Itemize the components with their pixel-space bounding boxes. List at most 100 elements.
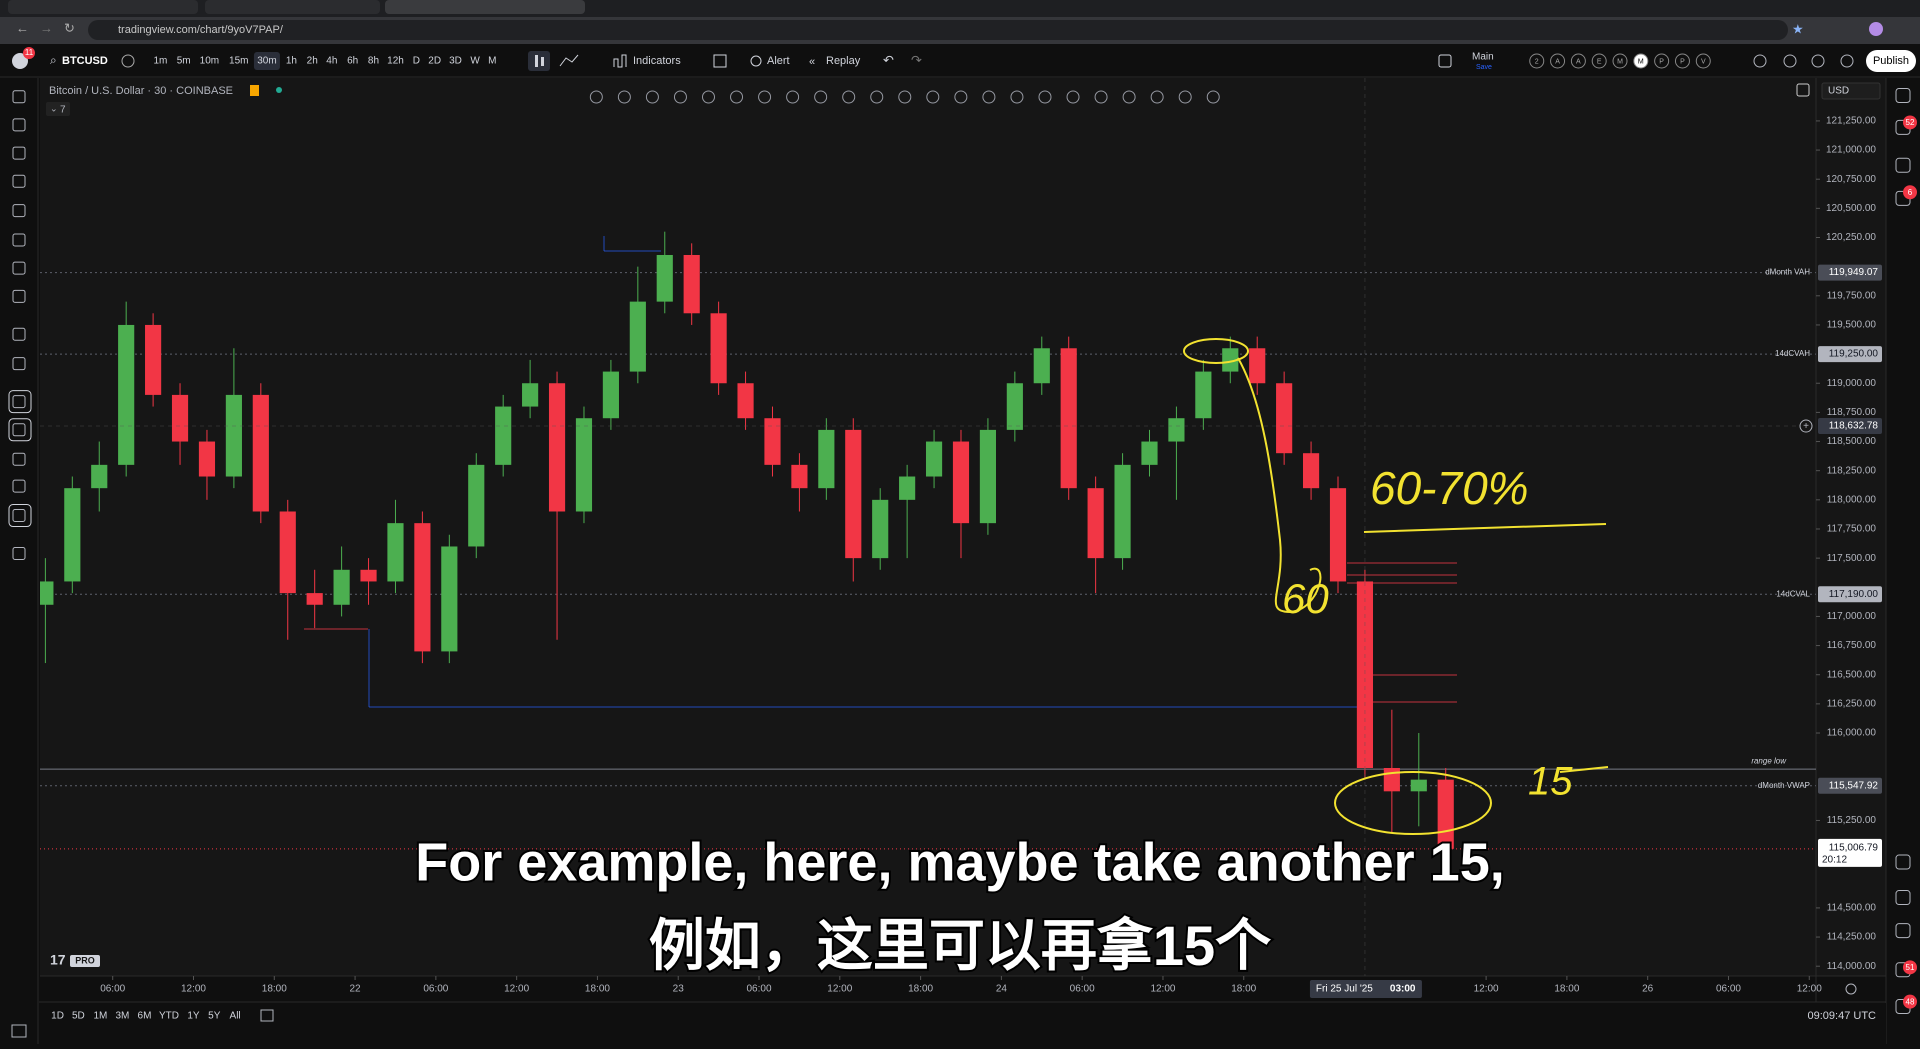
draw-tool[interactable]	[1038, 90, 1052, 104]
tool-icon[interactable]	[12, 357, 26, 371]
draw-tool[interactable]	[701, 90, 715, 104]
draw-tool[interactable]	[1066, 90, 1080, 104]
profile[interactable]	[1869, 22, 1883, 36]
maximize[interactable]	[1796, 83, 1810, 97]
tool-icon[interactable]	[12, 289, 26, 303]
search-icon[interactable]: ⌕	[50, 53, 57, 67]
layout-icon[interactable]	[1438, 54, 1452, 68]
tool-icon[interactable]	[12, 479, 26, 493]
draw-tool[interactable]	[1150, 90, 1164, 104]
interval-button[interactable]: W	[470, 56, 480, 67]
draw-tool[interactable]	[870, 90, 884, 104]
quick-button[interactable]	[1674, 53, 1690, 69]
indicators-button[interactable]: Indicators	[633, 55, 681, 67]
interval-button[interactable]: 12h	[387, 56, 404, 67]
interval-button[interactable]: 1h	[286, 56, 297, 67]
draw-tool[interactable]	[589, 90, 603, 104]
interval-button[interactable]: 3D	[449, 56, 462, 67]
range-button[interactable]: 5D	[72, 1011, 85, 1022]
tab[interactable]	[205, 0, 380, 14]
range-button[interactable]: 1Y	[187, 1011, 200, 1022]
tab[interactable]	[385, 0, 585, 14]
axis-settings[interactable]	[1845, 983, 1857, 995]
sidebar-icon[interactable]	[1895, 157, 1911, 173]
interval-button[interactable]: 15m	[229, 56, 248, 67]
indicators-toggle[interactable]	[46, 102, 70, 116]
draw-tool[interactable]	[617, 90, 631, 104]
line-type-button[interactable]	[559, 54, 579, 67]
interval-button[interactable]: 6h	[347, 56, 358, 67]
quick-button[interactable]	[1654, 53, 1670, 69]
sidebar-icon[interactable]	[1895, 890, 1911, 906]
range-button[interactable]: 1M	[93, 1011, 107, 1022]
range-button[interactable]: 5Y	[208, 1011, 221, 1022]
sidebar-icon[interactable]	[1895, 923, 1911, 939]
draw-tool[interactable]	[926, 90, 940, 104]
layout-name[interactable]: Main	[1472, 52, 1494, 63]
symbol[interactable]: BTCUSD	[62, 55, 108, 67]
undo[interactable]: ↶	[883, 52, 894, 67]
interval-button[interactable]: D	[413, 56, 420, 67]
draw-tool[interactable]	[1178, 90, 1192, 104]
range-button[interactable]: 3M	[115, 1011, 129, 1022]
tool-icon[interactable]	[12, 146, 26, 160]
address-bar[interactable]	[88, 20, 1788, 40]
interval-button[interactable]: 2h	[307, 56, 318, 67]
menu-logo[interactable]	[12, 53, 28, 69]
draw-tool[interactable]	[786, 90, 800, 104]
quick-button[interactable]	[1695, 53, 1711, 69]
draw-tool[interactable]	[1094, 90, 1108, 104]
quick-button[interactable]	[1612, 53, 1628, 69]
tool-icon[interactable]	[12, 174, 26, 188]
quick-button[interactable]	[1570, 53, 1586, 69]
tool-icon[interactable]	[12, 261, 26, 275]
alert-button[interactable]: Alert	[767, 55, 790, 67]
range-button[interactable]: All	[230, 1011, 241, 1022]
goto-date[interactable]	[260, 1009, 274, 1022]
interval-button[interactable]: 1m	[153, 56, 167, 67]
templates-button[interactable]	[713, 54, 727, 68]
sidebar-icon[interactable]	[1895, 854, 1911, 870]
draw-tool[interactable]	[954, 90, 968, 104]
tool-icon[interactable]	[12, 509, 26, 523]
range-button[interactable]: 6M	[138, 1011, 152, 1022]
toolbar-icon[interactable]	[1753, 54, 1767, 68]
quick-button[interactable]	[1529, 53, 1545, 69]
interval-button[interactable]: 30m	[257, 56, 276, 67]
draw-tool[interactable]	[1206, 90, 1220, 104]
quick-button[interactable]	[1591, 53, 1607, 69]
bookmark-star[interactable]: ★	[1792, 21, 1804, 36]
interval-button[interactable]: 8h	[368, 56, 379, 67]
tool-icon[interactable]	[12, 327, 26, 341]
draw-tool[interactable]	[1010, 90, 1024, 104]
sidebar-icon[interactable]	[1895, 88, 1911, 104]
redo[interactable]: ↷	[911, 52, 922, 67]
reload-button[interactable]: ↻	[64, 20, 75, 35]
tool-icon[interactable]	[12, 204, 26, 218]
toolbar-icon[interactable]	[1783, 54, 1797, 68]
interval-button[interactable]: M	[488, 56, 496, 67]
toolbar-icon[interactable]	[1811, 54, 1825, 68]
range-button[interactable]: YTD	[159, 1011, 179, 1022]
draw-tool[interactable]	[730, 90, 744, 104]
compare-button[interactable]	[121, 54, 135, 68]
interval-button[interactable]: 10m	[200, 56, 219, 67]
draw-tool[interactable]	[814, 90, 828, 104]
tool-icon[interactable]	[11, 1024, 27, 1038]
range-button[interactable]: 1D	[51, 1011, 64, 1022]
tool-icon[interactable]	[12, 423, 26, 437]
interval-button[interactable]: 2D	[428, 56, 441, 67]
interval-button[interactable]: 5m	[177, 56, 191, 67]
replay-button[interactable]: Replay	[826, 55, 861, 67]
quick-button[interactable]	[1550, 53, 1566, 69]
tool-icon[interactable]	[12, 118, 26, 132]
add-alert[interactable]	[1799, 419, 1813, 433]
quick-button[interactable]	[1633, 53, 1649, 69]
draw-tool[interactable]	[1122, 90, 1136, 104]
currency-select[interactable]	[1821, 82, 1881, 100]
tool-icon[interactable]	[12, 233, 26, 247]
draw-tool[interactable]	[673, 90, 687, 104]
tool-icon[interactable]	[12, 546, 26, 560]
publish-button[interactable]	[1866, 50, 1916, 72]
chart-type-button[interactable]	[528, 51, 550, 71]
